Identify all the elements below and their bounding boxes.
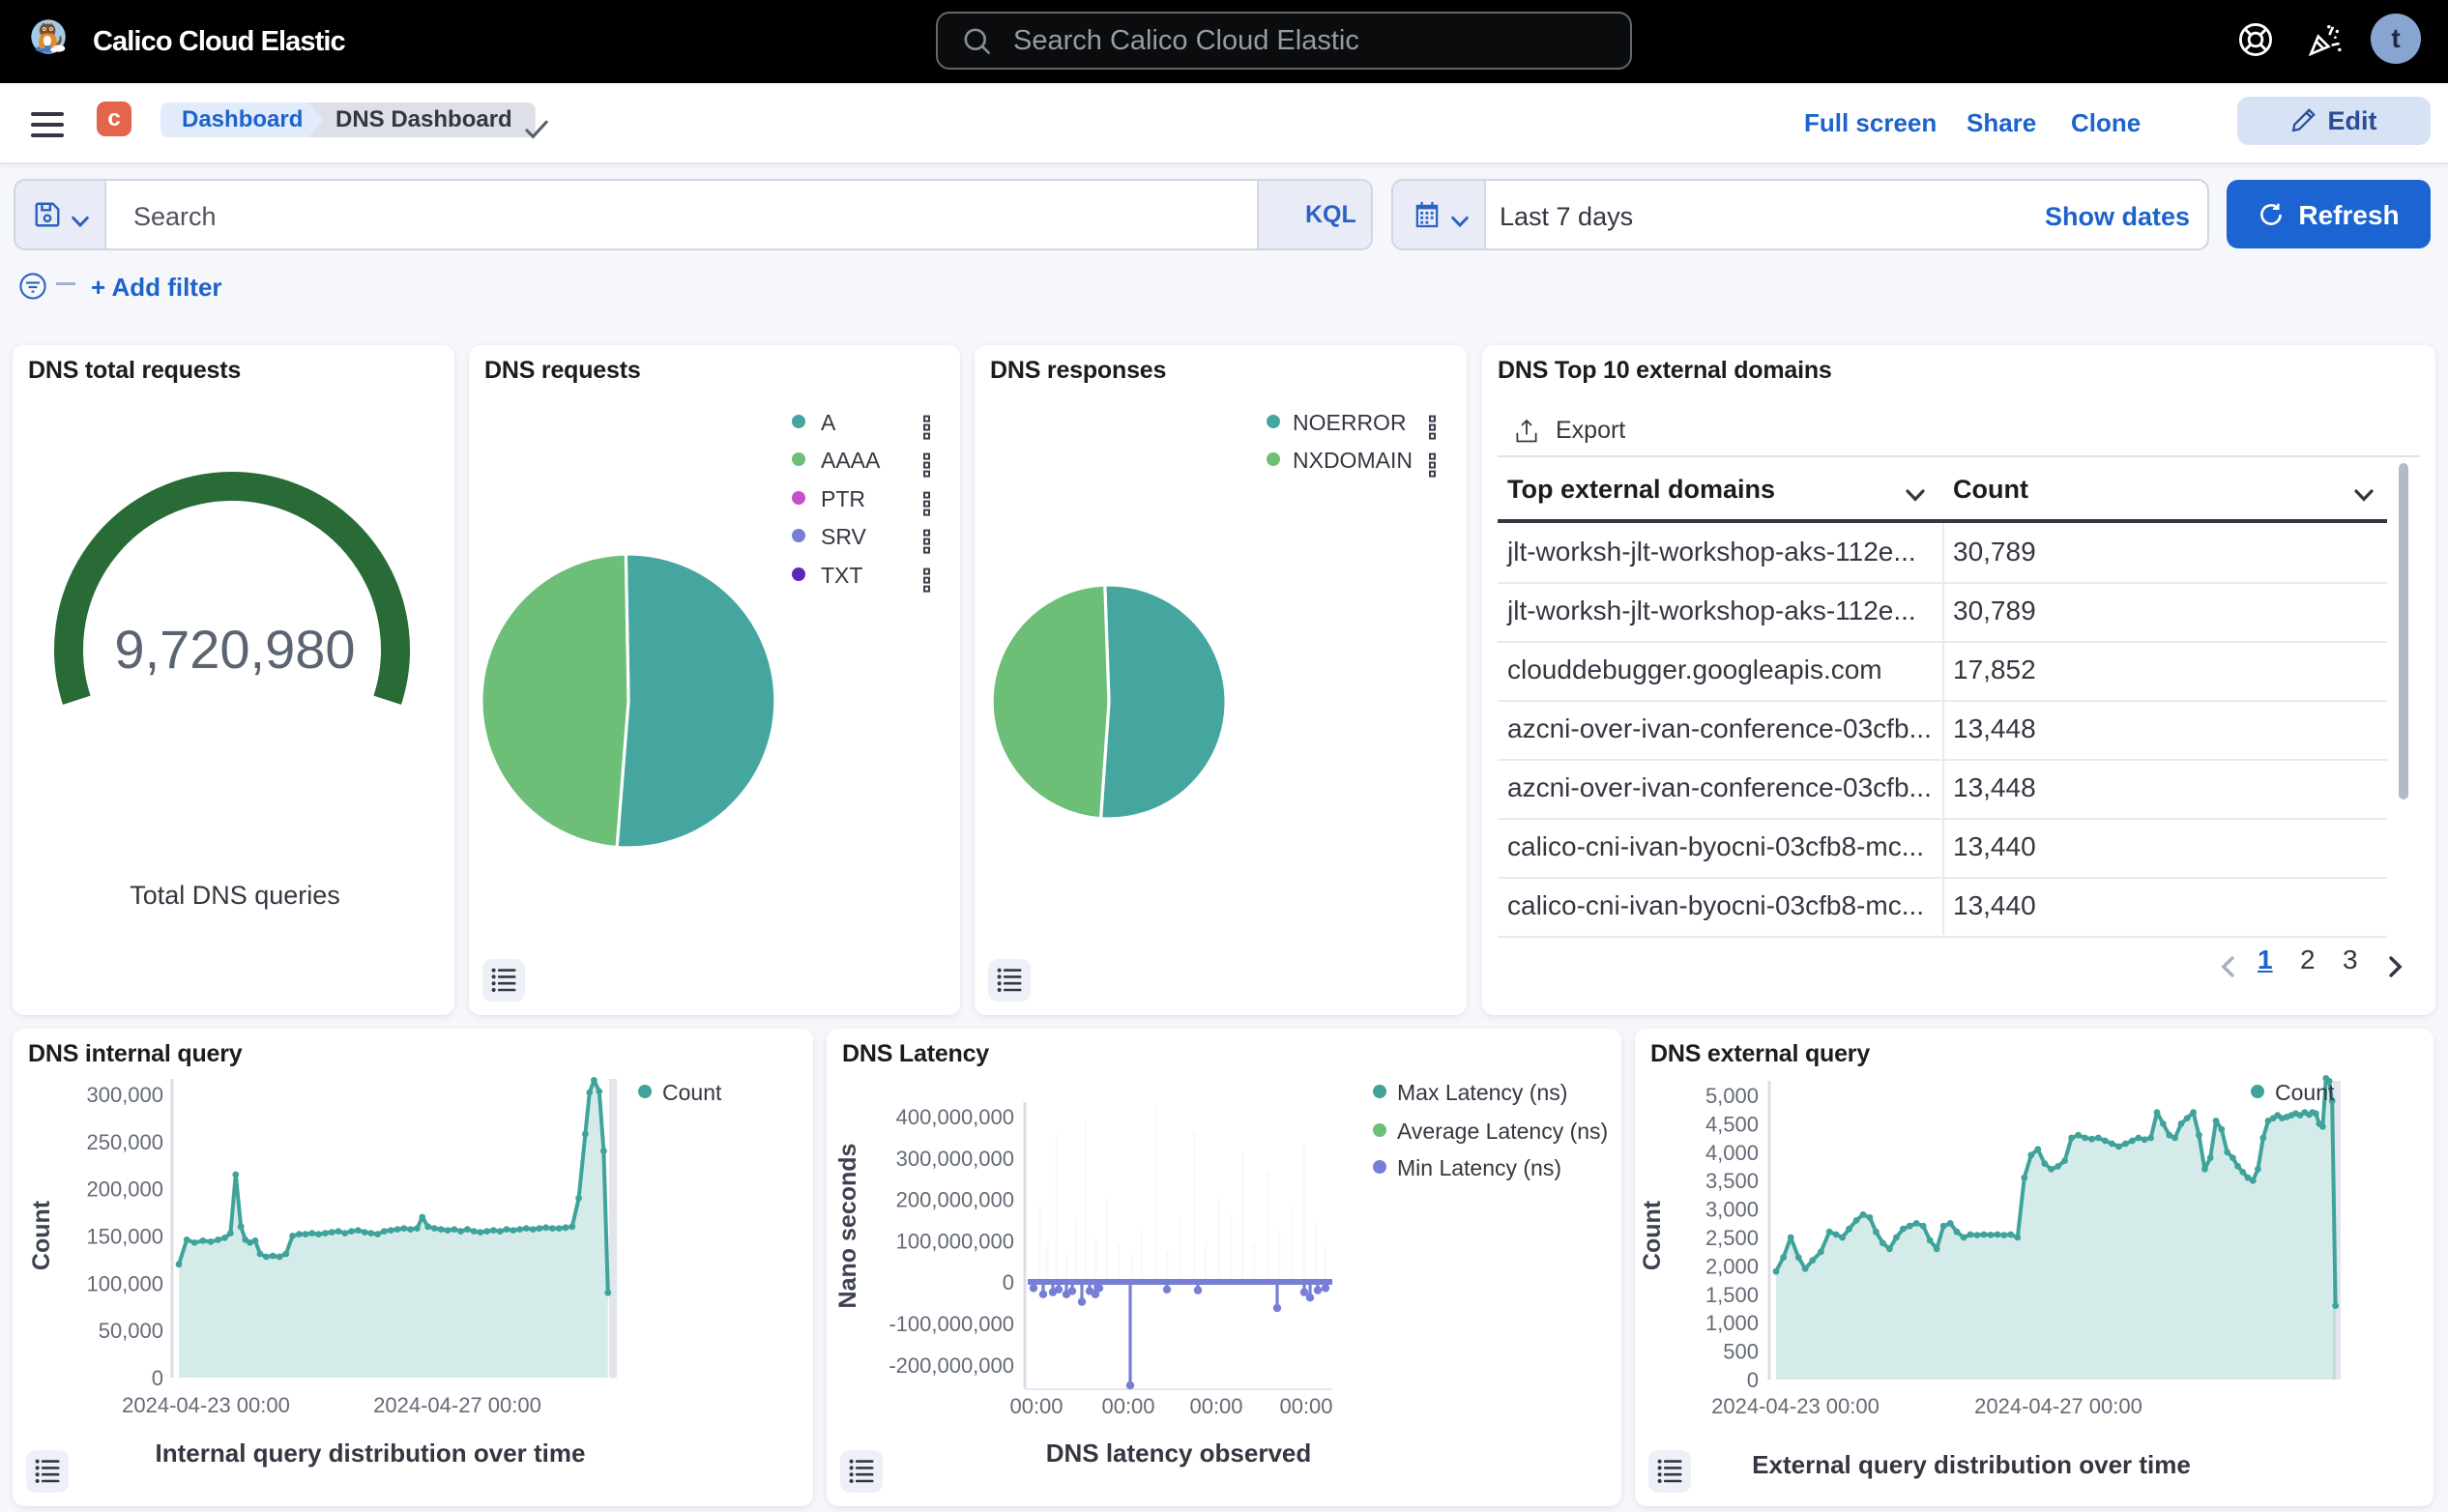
svg-text:Total DNS queries: Total DNS queries xyxy=(130,881,340,910)
svg-text:2024-04-23 00:00: 2024-04-23 00:00 xyxy=(1711,1394,1880,1418)
svg-text:4,500: 4,500 xyxy=(1705,1112,1759,1136)
svg-text:00:00: 00:00 xyxy=(1279,1394,1332,1418)
svg-text:2024-04-23 00:00: 2024-04-23 00:00 xyxy=(122,1393,290,1417)
svg-text:00:00: 00:00 xyxy=(1101,1394,1154,1418)
svg-text:200,000: 200,000 xyxy=(86,1178,163,1202)
svg-text:150,000: 150,000 xyxy=(86,1225,163,1249)
svg-text:Count: Count xyxy=(2275,1080,2335,1105)
svg-text:External query distribution ov: External query distribution over time xyxy=(1752,1450,2191,1479)
svg-text:3,000: 3,000 xyxy=(1705,1198,1759,1222)
svg-text:0: 0 xyxy=(152,1366,163,1390)
svg-text:2,000: 2,000 xyxy=(1705,1254,1759,1278)
svg-text:-100,000,000: -100,000,000 xyxy=(889,1312,1014,1336)
svg-text:400,000,000: 400,000,000 xyxy=(896,1105,1014,1129)
svg-text:Average Latency (ns): Average Latency (ns) xyxy=(1397,1119,1608,1144)
svg-text:0: 0 xyxy=(1747,1368,1759,1392)
svg-text:5,000: 5,000 xyxy=(1705,1084,1759,1108)
svg-text:500: 500 xyxy=(1723,1340,1759,1364)
svg-text:4,000: 4,000 xyxy=(1705,1141,1759,1165)
svg-text:3,500: 3,500 xyxy=(1705,1169,1759,1193)
svg-text:1,500: 1,500 xyxy=(1705,1283,1759,1307)
svg-text:9,720,980: 9,720,980 xyxy=(114,619,355,680)
svg-text:100,000: 100,000 xyxy=(86,1271,163,1295)
svg-text:Count: Count xyxy=(28,1200,55,1270)
svg-text:Min Latency (ns): Min Latency (ns) xyxy=(1397,1155,1561,1180)
svg-text:300,000,000: 300,000,000 xyxy=(896,1147,1014,1171)
svg-text:100,000,000: 100,000,000 xyxy=(896,1229,1014,1253)
svg-text:Count: Count xyxy=(662,1080,722,1105)
svg-text:00:00: 00:00 xyxy=(1189,1394,1242,1418)
svg-text:300,000: 300,000 xyxy=(86,1083,163,1107)
svg-text:00:00: 00:00 xyxy=(1009,1394,1063,1418)
svg-text:0: 0 xyxy=(1003,1270,1014,1294)
svg-text:DNS latency observed: DNS latency observed xyxy=(1046,1439,1312,1468)
svg-text:Max Latency (ns): Max Latency (ns) xyxy=(1397,1080,1567,1105)
svg-text:-200,000,000: -200,000,000 xyxy=(889,1353,1014,1378)
svg-text:2,500: 2,500 xyxy=(1705,1226,1759,1250)
svg-text:Count: Count xyxy=(1639,1200,1666,1270)
svg-text:50,000: 50,000 xyxy=(99,1319,163,1343)
svg-text:1,000: 1,000 xyxy=(1705,1311,1759,1335)
svg-text:2024-04-27 00:00: 2024-04-27 00:00 xyxy=(373,1393,541,1417)
svg-text:250,000: 250,000 xyxy=(86,1130,163,1154)
svg-text:Internal query distribution ov: Internal query distribution over time xyxy=(156,1439,586,1468)
svg-text:2024-04-27 00:00: 2024-04-27 00:00 xyxy=(1974,1394,2142,1418)
svg-text:200,000,000: 200,000,000 xyxy=(896,1188,1014,1212)
svg-text:Nano seconds: Nano seconds xyxy=(834,1144,861,1309)
